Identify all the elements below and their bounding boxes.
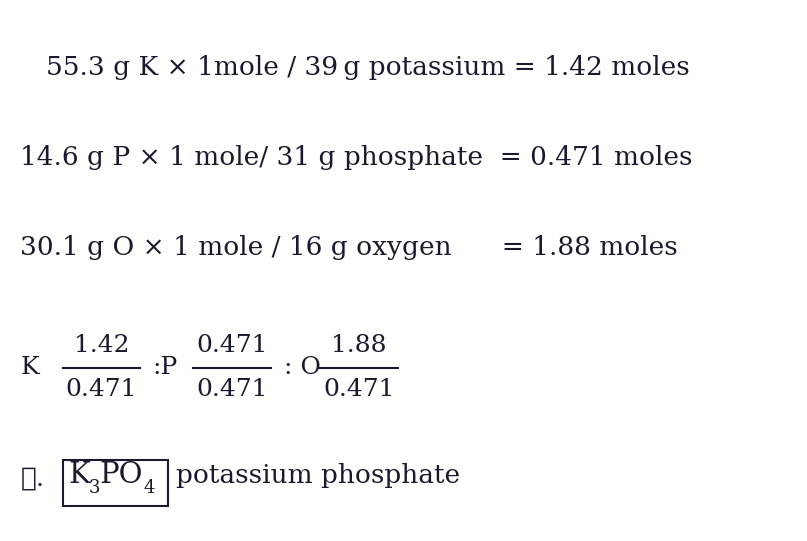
Text: 1.88: 1.88 <box>331 334 387 358</box>
Text: : O: : O <box>283 357 320 379</box>
Text: potassium phosphate: potassium phosphate <box>176 463 460 487</box>
Text: 0.471: 0.471 <box>324 379 395 401</box>
Text: :P: :P <box>152 357 178 379</box>
Text: 0.471: 0.471 <box>196 334 268 358</box>
Text: ∴.: ∴. <box>20 465 44 491</box>
Text: PO: PO <box>99 461 143 489</box>
Text: K: K <box>20 357 39 379</box>
Text: 0.471: 0.471 <box>196 379 268 401</box>
Text: 0.471: 0.471 <box>65 379 137 401</box>
Text: 3: 3 <box>89 479 100 497</box>
Text: 30.1 g O × 1 mole / 16 g oxygen      = 1.88 moles: 30.1 g O × 1 mole / 16 g oxygen = 1.88 m… <box>20 235 678 260</box>
Text: 4: 4 <box>144 479 155 497</box>
Text: 55.3 g K × 1mole / 39 g potassium = 1.42 moles: 55.3 g K × 1mole / 39 g potassium = 1.42… <box>46 55 690 80</box>
Text: 1.42: 1.42 <box>73 334 129 358</box>
Text: 14.6 g P × 1 mole/ 31 g phosphate  = 0.471 moles: 14.6 g P × 1 mole/ 31 g phosphate = 0.47… <box>20 145 692 170</box>
Bar <box>63 460 169 506</box>
Text: K: K <box>68 461 90 489</box>
